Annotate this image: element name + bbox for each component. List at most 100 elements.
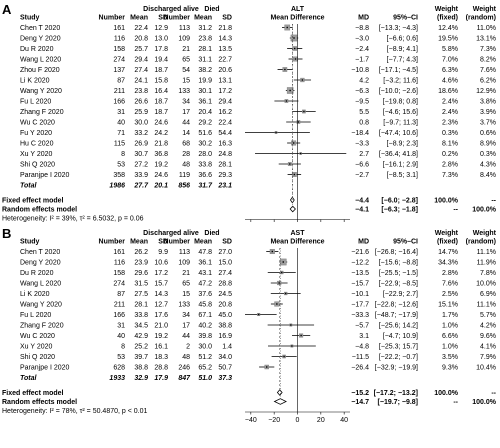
weight-random-value: 7.3% <box>480 46 496 53</box>
alive-sd: 18.7 <box>154 109 168 116</box>
died-sd: 13.5 <box>218 46 232 53</box>
total-died-mean: 51.0 <box>198 375 212 382</box>
died-number: 113 <box>179 25 190 32</box>
died-sd: 27.4 <box>218 270 232 277</box>
random-ci-value: [−19.7; −9.8] <box>378 399 418 406</box>
study-point-estimate <box>294 58 297 60</box>
weight-random-value: 10.4% <box>476 365 496 372</box>
total-died-sd: 23.1 <box>217 183 232 190</box>
weight-fixed-value: 7.6% <box>442 281 458 288</box>
died-sd: 15.0 <box>218 260 232 267</box>
alive-mean: 23.9 <box>134 260 148 267</box>
alive-sd: 24.6 <box>154 172 168 179</box>
died-sd: 16.3 <box>218 141 232 148</box>
random-weight-random: 100.0% <box>472 399 497 406</box>
weight-fixed-header-sub: (fixed) <box>437 239 458 246</box>
alive-mean: 33.2 <box>134 130 148 137</box>
mean1-col-header: Mean <box>130 239 148 246</box>
forest-plot-ast: Discharged alive Died AST Mean Difference St… <box>2 230 497 424</box>
study-point-estimate <box>285 292 287 295</box>
weight-fixed-value: 6.3% <box>442 67 458 74</box>
alive-mean: 30.7 <box>134 151 148 158</box>
died-sd: 34.0 <box>218 354 232 361</box>
study-name: Wu C 2020 <box>20 333 55 340</box>
alive-sd: 14.3 <box>154 291 168 298</box>
ci-value: [−9.7; 11.3] <box>383 120 418 127</box>
study-point-estimate <box>257 313 260 316</box>
died-number: 15 <box>182 78 190 85</box>
total-died-mean: 31.7 <box>198 183 213 190</box>
ci-value: [−13.3; −4.3] <box>379 25 418 32</box>
died-number: 21 <box>182 270 190 277</box>
weight-random-value: 11.1% <box>477 249 496 256</box>
random-effect-label: Random effects model <box>2 207 77 214</box>
alive-sd: 24.6 <box>154 120 168 127</box>
died-mean: 19.9 <box>198 78 212 85</box>
ci-value: [−17.1; −4.5] <box>379 67 418 74</box>
study-point-estimate <box>289 163 291 165</box>
died-sd: 24.5 <box>218 291 232 298</box>
alive-number: 40 <box>117 333 125 340</box>
random-weight-random: 100.0% <box>472 207 497 214</box>
weight-random-value: 11.1% <box>477 302 496 309</box>
fixed-ci-value: [−6.0; −2.8] <box>381 198 418 205</box>
alive-number: 274 <box>113 281 125 288</box>
total-alive-number: 1986 <box>109 183 125 190</box>
study-point-estimate <box>266 366 268 368</box>
md-col-header: MD <box>358 15 369 22</box>
alive-sd: 18.7 <box>154 99 168 106</box>
died-number: 28 <box>182 151 190 158</box>
md-value: −6.3 <box>355 88 369 95</box>
alive-sd: 18.3 <box>154 354 168 361</box>
total-alive-sd: 17.9 <box>154 375 168 382</box>
random-md-value: −14.7 <box>351 399 369 406</box>
md-value: 5.5 <box>359 109 369 116</box>
weight-fixed-value: 18.6% <box>438 88 458 95</box>
alive-sd: 15.7 <box>154 281 168 288</box>
weight-fixed-value: 5.8% <box>442 46 458 53</box>
alive-sd: 17.6 <box>154 312 168 319</box>
died-sd: 13.1 <box>218 78 232 85</box>
alive-mean: 26.6 <box>134 99 148 106</box>
weight-fixed-value: 0.3% <box>442 130 458 137</box>
weight-random-value: 7.8% <box>480 270 496 277</box>
study-name: Du R 2020 <box>20 46 54 53</box>
group1-header: Discharged alive <box>143 6 199 13</box>
alive-sd: 16.1 <box>154 344 168 351</box>
md-col-header: MD <box>358 239 369 246</box>
alive-number: 40 <box>117 120 125 127</box>
weight-fixed-value: 2.3% <box>442 120 458 127</box>
weight-fixed-header: Weight <box>435 230 459 237</box>
alive-sd: 13.0 <box>154 36 168 43</box>
study-name: Du R 2020 <box>20 270 54 277</box>
alive-mean: 23.8 <box>134 88 148 95</box>
alive-number: 166 <box>113 99 125 106</box>
weight-fixed-value: 0.2% <box>442 151 458 158</box>
weight-fixed-value: 12.4% <box>438 25 458 32</box>
died-mean: 39.8 <box>198 333 212 340</box>
total-died-sd: 37.3 <box>218 375 232 382</box>
died-number: 44 <box>182 333 190 340</box>
alive-mean: 20.8 <box>134 36 148 43</box>
ci-value: [−6.6; 0.6] <box>387 36 418 43</box>
total-label: Total <box>20 183 38 190</box>
study-name: Li K 2020 <box>20 291 50 298</box>
ci-value: [−22.8; −12.6] <box>375 302 418 309</box>
study-name: Deng Y 2020 <box>20 260 61 267</box>
md-value: −13.5 <box>351 270 369 277</box>
random-ci-value: [−6.3; −1.8] <box>381 207 418 214</box>
alive-mean: 28.1 <box>134 302 148 309</box>
alive-mean: 42.9 <box>134 333 148 340</box>
effect-label: Mean Difference <box>270 15 324 22</box>
study-name: Wang L 2020 <box>20 57 61 64</box>
mean1-col-header: Mean <box>130 15 148 22</box>
died-sd: 17.2 <box>218 88 232 95</box>
study-point-estimate <box>286 26 288 29</box>
alive-sd: 28.8 <box>154 365 168 372</box>
random-effect-diamond <box>273 398 287 405</box>
fixed-weight-random: -- <box>491 390 496 397</box>
weight-fixed-header-sub: (fixed) <box>437 15 458 22</box>
died-number: 48 <box>182 354 190 361</box>
alive-sd: 24.2 <box>154 130 168 137</box>
ci-value: [−25.5; −1.5] <box>379 270 418 277</box>
